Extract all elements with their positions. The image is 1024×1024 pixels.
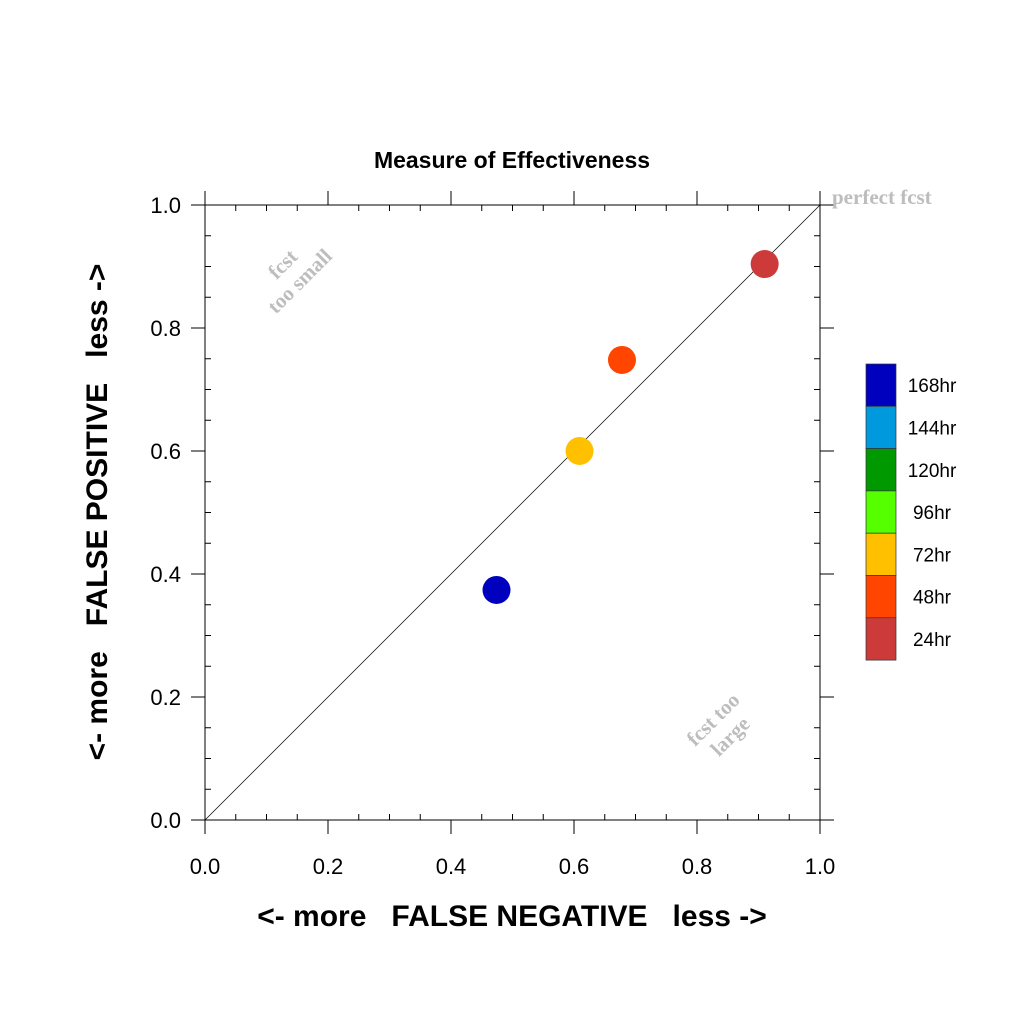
y-tick-label: 0.2 <box>150 685 181 710</box>
legend-swatch-72hr <box>865 532 897 576</box>
legend-label: 168hr <box>908 376 957 397</box>
legend-swatch-168hr <box>865 363 897 407</box>
x-tick-label: 0.2 <box>313 854 344 879</box>
legend-label: 120hr <box>908 461 957 482</box>
legend-swatch-96hr <box>865 490 897 534</box>
minor-ticks <box>205 205 820 820</box>
legend-label: 144hr <box>908 418 957 439</box>
chart-title: Measure of Effectiveness <box>374 147 650 173</box>
x-tick-label: 0.4 <box>436 854 467 879</box>
legend-swatch-24hr <box>865 617 897 661</box>
x-tick-label: 0.8 <box>682 854 713 879</box>
x-tick-label: 1.0 <box>805 854 836 879</box>
y-tick-label: 1.0 <box>150 193 181 218</box>
perfect-forecast-label: perfect fcst <box>832 185 932 209</box>
legend: 168hr 144hr 120hr 96hr 72hr 48hr 24hr <box>865 363 957 661</box>
legend-swatch-48hr <box>865 575 897 619</box>
x-axis-label: <- more FALSE NEGATIVE less -> <box>257 900 767 933</box>
point-168hr <box>482 575 511 604</box>
x-tick-labels: 0.0 0.2 0.4 0.6 0.8 1.0 <box>190 854 836 879</box>
legend-swatch-120hr <box>865 448 897 492</box>
point-72hr <box>565 437 594 465</box>
y-tick-label: 0.4 <box>150 562 181 587</box>
legend-label: 72hr <box>913 545 952 566</box>
point-24hr <box>750 250 779 279</box>
x-tick-label: 0.0 <box>190 854 221 879</box>
y-tick-label: 0.6 <box>150 439 181 464</box>
y-axis-label: <- more FALSE POSITIVE less -> <box>81 264 114 761</box>
data-points <box>482 250 779 604</box>
legend-swatch-144hr <box>865 405 897 449</box>
legend-label: 24hr <box>913 630 952 651</box>
perfect-forecast-line <box>204 204 821 821</box>
x-tick-label: 0.6 <box>559 854 590 879</box>
major-ticks <box>191 191 834 834</box>
legend-label: 48hr <box>913 588 952 609</box>
point-48hr <box>607 345 636 374</box>
y-tick-label: 0.8 <box>150 316 181 341</box>
y-tick-label: 0.0 <box>150 808 181 833</box>
y-tick-labels: 0.0 0.2 0.4 0.6 0.8 1.0 <box>150 193 181 833</box>
legend-label: 96hr <box>913 503 952 524</box>
